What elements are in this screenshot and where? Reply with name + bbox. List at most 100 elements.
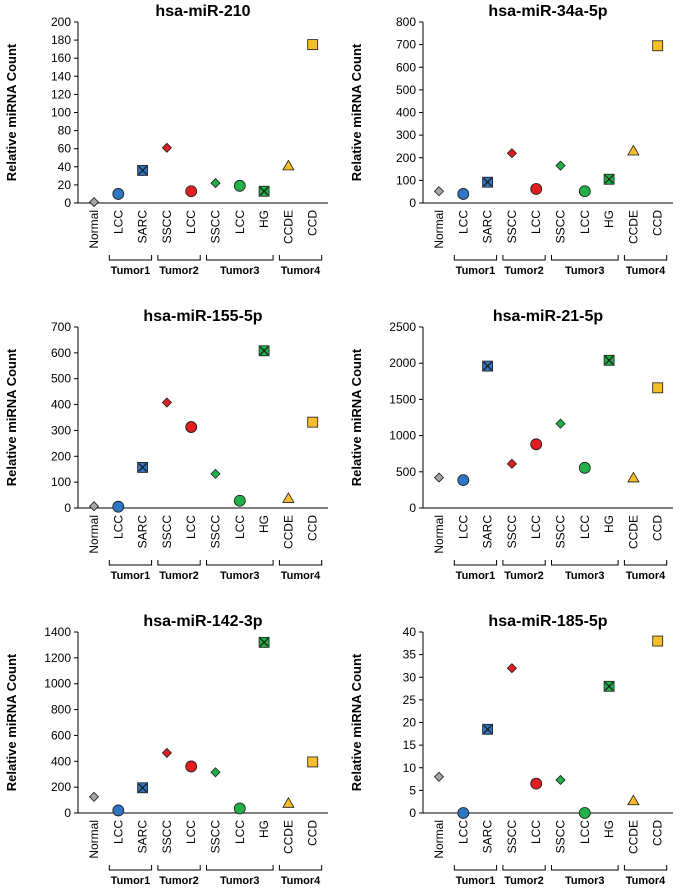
data-point-sscc xyxy=(161,142,172,153)
data-point-lcc xyxy=(233,802,246,815)
chart-panel-6: hsa-miR-185-5p Relative miRNA Count 0 5 10 15… xyxy=(349,613,673,887)
group-label: Tumor2 xyxy=(504,570,544,582)
marker-cross xyxy=(483,177,493,187)
y-tick-label: 10 xyxy=(403,761,417,775)
marker-cross xyxy=(483,724,493,734)
category-label: CCD xyxy=(306,515,320,541)
y-tick-label: 1200 xyxy=(44,651,71,665)
category-label: LCC xyxy=(456,515,470,539)
data-point-sscc xyxy=(555,774,566,786)
data-point-sscc xyxy=(210,178,221,189)
group-bracket xyxy=(278,560,323,566)
group-bracket xyxy=(108,255,153,261)
group-label: Tumor2 xyxy=(504,265,544,277)
category-label: SSCC xyxy=(209,515,223,549)
group-bracket xyxy=(278,255,323,261)
group-bracket xyxy=(623,560,668,566)
y-tick-label: 200 xyxy=(51,780,71,794)
data-point-hg xyxy=(603,354,615,366)
category-label: Normal xyxy=(432,515,446,554)
category-label: CCDE xyxy=(626,820,640,854)
data-point-hg xyxy=(603,680,615,692)
data-point-normal xyxy=(433,186,445,197)
category-label: SSCC xyxy=(505,515,519,549)
y-tick-label: 600 xyxy=(51,728,71,742)
group-label: Tumor4 xyxy=(626,875,666,887)
chart-title: hsa-miR-34a-5p xyxy=(488,3,607,20)
data-point-normal xyxy=(433,771,445,782)
chart-title: hsa-miR-142-3p xyxy=(143,613,262,630)
group-bracket xyxy=(551,865,619,871)
data-point-ccde xyxy=(627,144,640,156)
category-label: CCD xyxy=(306,820,320,846)
data-point-lcc xyxy=(530,777,543,790)
category-label: SSCC xyxy=(505,820,519,854)
group-bracket xyxy=(502,865,546,871)
category-label: LCC xyxy=(578,820,592,844)
chart-title: hsa-miR-155-5p xyxy=(143,308,262,325)
marker-cross xyxy=(138,165,148,175)
data-point-ccd xyxy=(652,382,664,394)
y-tick-label: 200 xyxy=(396,151,416,165)
category-label: SARC xyxy=(136,820,150,854)
y-axis-label: Relative miRNA Count xyxy=(4,43,19,181)
y-tick-label: 1500 xyxy=(389,392,416,406)
category-label: SSCC xyxy=(160,820,174,854)
data-point-ccd xyxy=(652,635,664,647)
data-point-hg xyxy=(258,636,270,648)
data-point-sscc xyxy=(506,663,517,674)
group-bracket xyxy=(108,865,153,871)
category-label: HG xyxy=(602,515,616,533)
category-label: CCDE xyxy=(626,515,640,549)
data-point-sscc xyxy=(506,148,517,159)
data-point-hg xyxy=(603,173,615,185)
data-point-normal xyxy=(433,472,445,483)
group-label: Tumor2 xyxy=(159,875,199,887)
y-tick-label: 500 xyxy=(396,83,416,97)
category-label: CCD xyxy=(651,820,665,846)
data-point-ccde xyxy=(627,471,640,483)
y-tick-label: 100 xyxy=(51,106,71,120)
y-tick-label: 200 xyxy=(51,15,71,29)
y-axis-label: Relative miRNA Count xyxy=(4,653,19,791)
data-point-lcc xyxy=(530,438,543,451)
category-label: LCC xyxy=(233,820,247,844)
group-bracket xyxy=(108,560,153,566)
y-tick-label: 700 xyxy=(396,38,416,52)
y-tick-label: 180 xyxy=(51,33,71,47)
marker-cross xyxy=(138,462,148,472)
chart-title: hsa-miR-21-5p xyxy=(493,308,603,325)
category-label: LCC xyxy=(456,820,470,844)
marker-cross xyxy=(138,783,148,793)
data-point-sarc xyxy=(482,176,494,188)
category-label: LCC xyxy=(529,820,543,844)
y-tick-label: 300 xyxy=(396,128,416,142)
category-label: SARC xyxy=(481,515,495,549)
marker-cross xyxy=(604,681,614,691)
category-label: LCC xyxy=(184,515,198,539)
y-tick-label: 5 xyxy=(409,783,416,797)
data-point-sarc xyxy=(137,165,149,176)
group-label: Tumor4 xyxy=(626,265,666,277)
data-point-normal xyxy=(88,501,100,512)
data-point-sscc xyxy=(210,468,221,479)
category-label: LCC xyxy=(111,210,125,234)
category-label: CCD xyxy=(651,210,665,236)
group-bracket xyxy=(453,865,498,871)
y-tick-label: 200 xyxy=(51,449,71,463)
y-tick-label: 40 xyxy=(403,625,417,639)
marker-cross xyxy=(259,346,269,356)
y-tick-label: 15 xyxy=(403,738,417,752)
chart-panel-3: hsa-miR-155-5p Relative miRNA Count 0 100 20… xyxy=(4,308,328,582)
category-label: SARC xyxy=(136,515,150,549)
group-label: Tumor1 xyxy=(111,265,151,277)
group-label: Tumor3 xyxy=(565,875,605,887)
y-tick-label: 100 xyxy=(396,173,416,187)
category-label: CCDE xyxy=(281,515,295,549)
group-bracket xyxy=(623,255,668,261)
y-tick-label: 0 xyxy=(64,501,71,515)
category-label: HG xyxy=(257,515,271,533)
group-label: Tumor3 xyxy=(220,570,260,582)
data-point-lcc xyxy=(578,185,591,198)
data-point-normal xyxy=(88,197,100,208)
